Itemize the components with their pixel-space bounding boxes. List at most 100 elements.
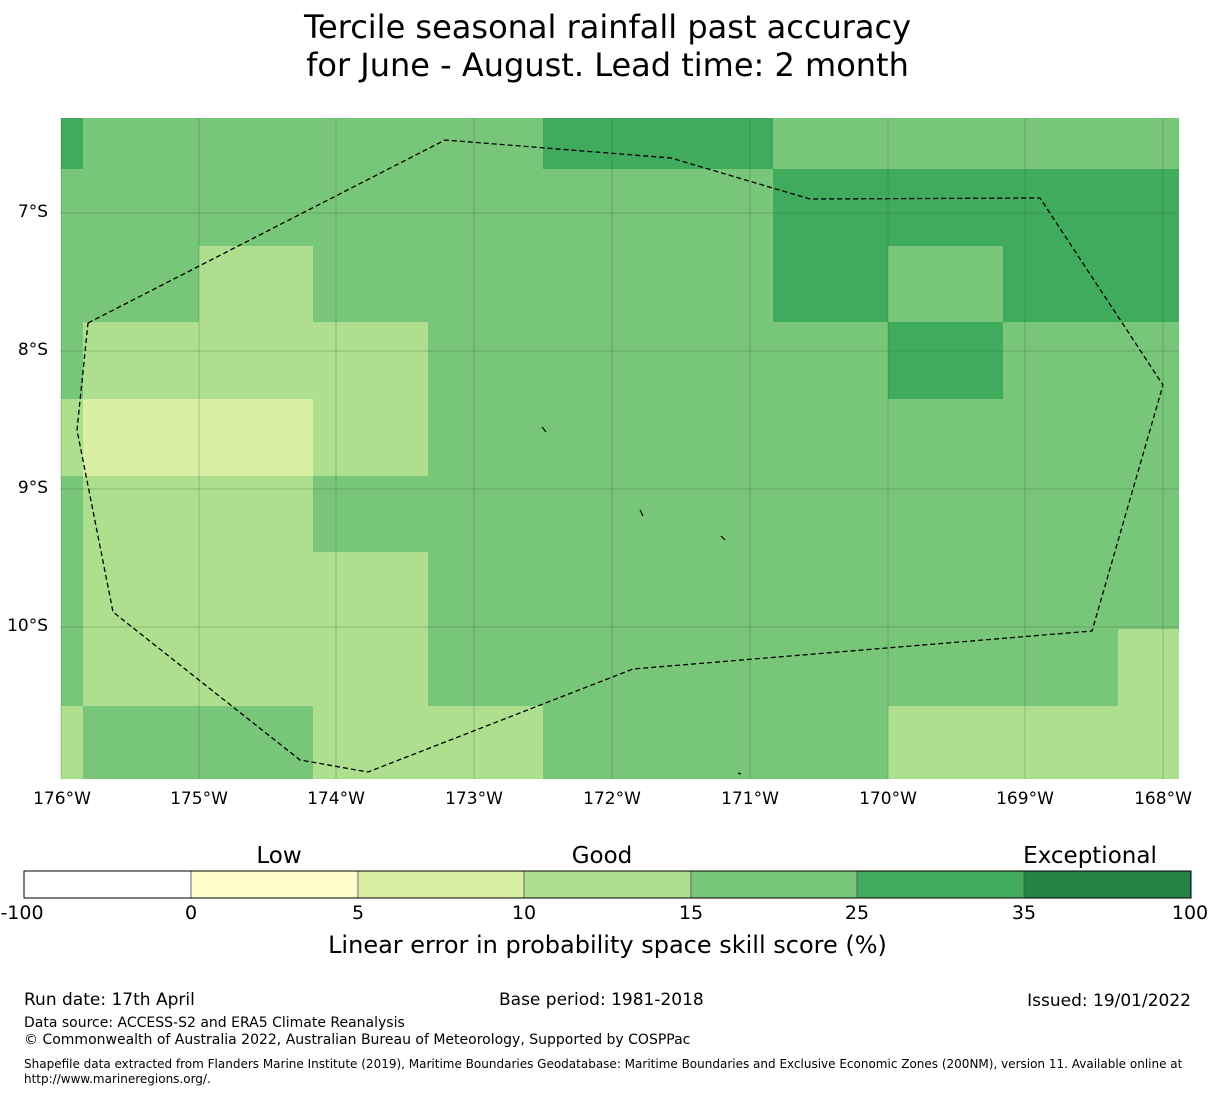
colorbar-tick-label: 35 [1011,902,1037,924]
grid-cell [658,399,773,476]
category-exceptional: Exceptional [1023,843,1157,869]
colorbar-tick-label: 0 [184,902,198,924]
grid-cell [61,476,83,552]
grid-cell [83,706,199,779]
lat-tick-label: 7°S [17,202,48,222]
colorbar-segment [523,870,692,899]
shapefile-credit-line-1: Shapefile data extracted from Flanders M… [24,1057,1183,1071]
lon-tick-label: 173°W [445,789,503,809]
island-3 [720,535,726,541]
grid-cell [888,399,1003,476]
grid-cell [888,706,1003,779]
grid-cell [658,706,773,779]
colorbar-tick-label: 10 [511,902,537,924]
grid-cell [1118,629,1179,706]
grid-cell [888,476,1003,552]
colorbar-label: Linear error in probability space skill … [328,931,887,959]
grid-cell [543,706,658,779]
grid-cell [1118,706,1179,779]
skill-grid [61,118,1179,779]
title-line-1: Tercile seasonal rainfall past accuracy [303,8,912,46]
lat-tick-label: 9°S [17,478,48,498]
grid-cell [658,246,773,322]
lon-tick-label: 169°W [996,789,1054,809]
grid-cell [1118,118,1179,169]
run-date: Run date: 17th April [24,990,195,1010]
graticule [60,118,1179,779]
grid-cell [199,118,313,169]
colorbar-tick-label: -100 [0,902,44,924]
grid-cell [313,246,428,322]
colorbar-tick-label: 25 [844,902,870,924]
grid-cell [1003,322,1118,399]
grid-cell [543,118,658,169]
grid-cell [1003,399,1118,476]
islands [541,426,742,775]
grid-cell [658,476,773,552]
grid-cell [1118,552,1179,629]
grid-cell [199,169,313,246]
grid-cell [1118,322,1179,399]
grid-cell [888,322,1003,399]
shapefile-credit-line-2: http://www.marineregions.org/. [24,1072,211,1086]
copyright: © Commonwealth of Australia 2022, Austra… [24,1032,691,1048]
grid-cell [773,322,888,399]
lat-tick-label: 10°S [7,616,48,636]
colorbar-segment [190,870,359,899]
grid-cell [313,629,428,706]
grid-cell [83,629,199,706]
grid-cell [428,629,543,706]
grid-cell [543,399,658,476]
grid-cell [543,629,658,706]
grid-cell [773,118,888,169]
lon-tick-label: 171°W [721,789,779,809]
grid-cell [658,629,773,706]
grid-cell [83,169,199,246]
grid-cell [83,552,199,629]
grid-cell [658,118,773,169]
grid-cell [83,399,199,476]
grid-cell [83,322,199,399]
grid-cell [313,706,428,779]
colorbar-tick-label: 5 [351,902,365,924]
colorbar-segment [357,870,525,899]
grid-cell [543,169,658,246]
grid-cell [773,706,888,779]
colorbar-segment [1023,870,1192,899]
lon-tick-label: 170°W [859,789,917,809]
colorbar [23,870,1192,899]
issued-date: Issued: 19/01/2022 [1027,991,1191,1011]
grid-cell [199,629,313,706]
lon-tick-label: 174°W [307,789,365,809]
grid-cell [428,706,543,779]
grid-cell [1003,169,1118,246]
grid-cell [313,322,428,399]
grid-cell [1003,629,1118,706]
lon-tick-label: 175°W [170,789,228,809]
grid-cell [658,552,773,629]
grid-cell [658,322,773,399]
grid-cell [1003,246,1118,322]
lon-tick-label: 172°W [583,789,641,809]
category-low: Low [256,843,302,869]
grid-cell [1118,169,1179,246]
grid-cell [428,399,543,476]
grid-cell [428,246,543,322]
grid-cell [543,246,658,322]
grid-cell [199,552,313,629]
grid-cell [773,399,888,476]
grid-cell [83,476,199,552]
grid-cell [61,322,83,399]
grid-cell [543,476,658,552]
grid-cell [199,322,313,399]
grid-cell [1003,476,1118,552]
colorbar-tick-label: 15 [678,902,704,924]
category-good: Good [571,843,633,869]
grid-cell [61,246,83,322]
grid-cell [199,399,313,476]
data-source: Data source: ACCESS-S2 and ERA5 Climate … [24,1015,405,1031]
grid-cell [199,706,313,779]
grid-cell [313,169,428,246]
grid-cell [83,246,199,322]
